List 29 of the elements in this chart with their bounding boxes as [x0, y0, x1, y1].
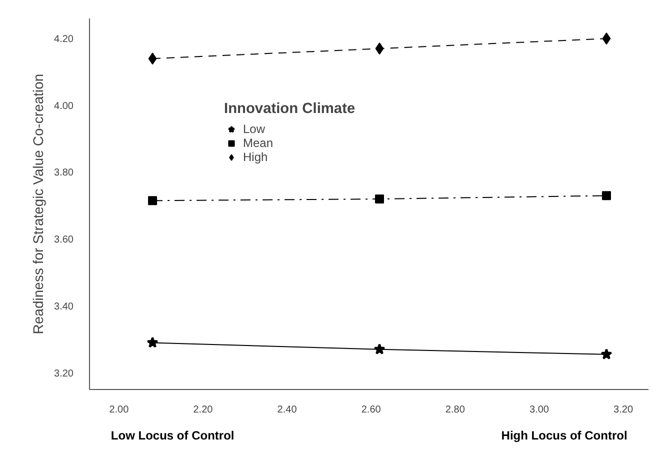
- x-tick-label: 2.60: [361, 404, 382, 416]
- x-tick-label: 2.80: [445, 404, 466, 416]
- point: [375, 42, 384, 55]
- x-tick-label: 2.20: [193, 404, 214, 416]
- legend-label: Low: [243, 122, 266, 136]
- y-tick-label: 3.80: [54, 168, 74, 179]
- x-tick-label: 2.00: [109, 404, 130, 416]
- y-axis-title: Readiness for Strategic Value Co-creation: [30, 74, 46, 334]
- legend-label: High: [243, 150, 268, 164]
- point: [148, 196, 158, 206]
- y-tick-label: 4.00: [54, 100, 74, 112]
- y-tick-label: 3.40: [54, 301, 74, 312]
- point: [602, 191, 611, 200]
- legend-title: Innovation Climate: [224, 101, 356, 117]
- y-tick-label: 3.20: [54, 368, 74, 380]
- text: High Locus of Control: [501, 428, 628, 442]
- point: [600, 348, 612, 360]
- text: Low Locus of Control: [110, 428, 234, 442]
- x-tick-label: 2.40: [277, 404, 298, 416]
- point: [375, 194, 384, 204]
- point: [374, 343, 386, 354]
- x-tick-label: 3.00: [529, 404, 550, 416]
- point: [602, 32, 611, 45]
- point: [146, 336, 158, 348]
- y-tick-label: 3.60: [54, 234, 74, 246]
- x-tick-label: 3.20: [614, 404, 634, 416]
- legend-label: Mean: [243, 136, 274, 150]
- y-tick-label: 4.20: [54, 34, 74, 46]
- point: [148, 52, 157, 65]
